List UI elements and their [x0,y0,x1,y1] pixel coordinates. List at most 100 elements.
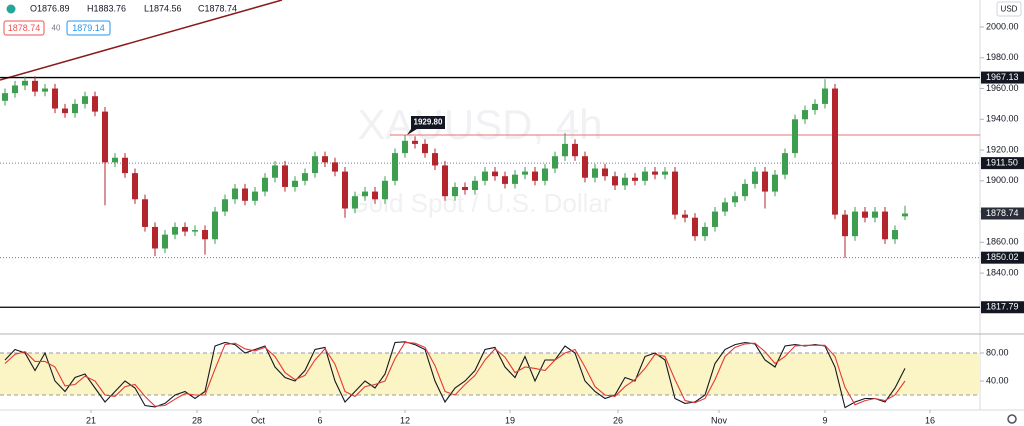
watermark: XAUUSD, 4h [357,101,602,148]
candle-body [92,96,98,112]
y-tick-label: 1900.00 [986,175,1019,185]
bid-price[interactable]: 1878.74 [8,23,41,33]
candle-body [512,174,518,184]
trend-line [0,0,283,81]
level-label: 1850.02 [986,252,1019,262]
candle-body [842,214,848,237]
candle-body [462,186,468,191]
candle-body [42,88,48,92]
candle-body [692,217,698,237]
x-tick-label: 19 [505,415,515,425]
candle-body [562,143,568,157]
last-price-label: 1878.74 [986,208,1019,218]
candle-body [802,110,808,120]
x-tick-label: 6 [317,415,322,425]
x-tick-label: 9 [822,415,827,425]
candle-body [282,165,288,187]
candle-body [572,143,578,157]
buy-button[interactable] [66,20,111,36]
oscillator-line [4,341,906,407]
settings-icon[interactable] [1007,414,1017,424]
band [0,353,980,396]
candle-body [602,168,608,177]
candle-body [352,196,358,209]
candle-body [202,230,208,240]
candle-body [232,188,238,200]
candle-body [272,165,278,178]
y-tick-label: 2000.00 [986,21,1019,31]
annotation-callout [407,115,445,135]
candle-body [592,168,598,178]
x-tick-label: Nov [711,415,728,425]
candle-body [812,103,818,111]
level-label: 1967.13 [986,72,1019,82]
candle-body [442,165,448,197]
candle-body [882,211,888,240]
candle-body [22,80,28,86]
candle-body [502,176,508,184]
candle-body [312,156,318,174]
level-label-box [981,301,1024,314]
candle-body [52,88,58,109]
candle-body [482,171,488,181]
x-tick-label: 16 [925,415,935,425]
candle-body [152,226,158,249]
candle-body [122,157,128,174]
level-label-box [981,157,1024,170]
y-tick-label: 40.00 [986,375,1009,385]
candle-body [252,191,258,201]
x-tick-label: 12 [400,415,410,425]
level-label: 1911.50 [986,157,1018,167]
candle-body [632,177,638,181]
candle-body [782,153,788,175]
candle-body [492,171,498,177]
candle-body [852,211,858,237]
ohlc-high: H1883.76 [87,3,126,13]
candle-body [452,186,458,197]
ask-price[interactable]: 1879.14 [72,23,105,33]
status-icon[interactable] [6,4,16,14]
candle-body [162,234,168,249]
currency-box[interactable] [996,1,1022,17]
candle-body [792,119,798,154]
x-tick-label: 26 [613,415,623,425]
level-label-box [981,71,1024,84]
watermark: Gold Spot / U.S. Dollar [349,188,612,218]
y-tick-label: 80.00 [986,347,1009,357]
candle-body [432,153,438,166]
candle-body [532,171,538,181]
candle-body [82,96,88,104]
candle-body [12,85,18,94]
candle-body [642,171,648,181]
candle-body [382,180,388,200]
candle-body [832,88,838,215]
y-tick-label: 1980.00 [986,52,1019,62]
candle-body [182,226,188,232]
candle-body [102,111,108,163]
sell-button[interactable] [3,20,45,36]
candle-body [172,226,178,235]
x-tick-label: Oct [251,415,266,425]
candle-body [132,173,138,200]
last-price-label-box [981,207,1024,220]
candle-body [772,174,778,192]
level-label: 1817.79 [986,302,1019,312]
level-label-box [981,251,1024,264]
candle-body [892,230,898,240]
candle-body [872,211,878,218]
candle-body [222,199,228,212]
x-tick-label: 28 [192,415,202,425]
candle-body [652,171,658,175]
candle-body [722,202,728,212]
candle-body [2,93,8,101]
candle-body [752,171,758,184]
candle-body [582,156,588,178]
candle-body [32,80,38,92]
currency[interactable]: USD [1001,5,1018,14]
candle-body [362,191,368,197]
ohlc-low: L1874.56 [144,3,182,13]
candle-body [682,214,688,218]
candle-body [742,183,748,197]
